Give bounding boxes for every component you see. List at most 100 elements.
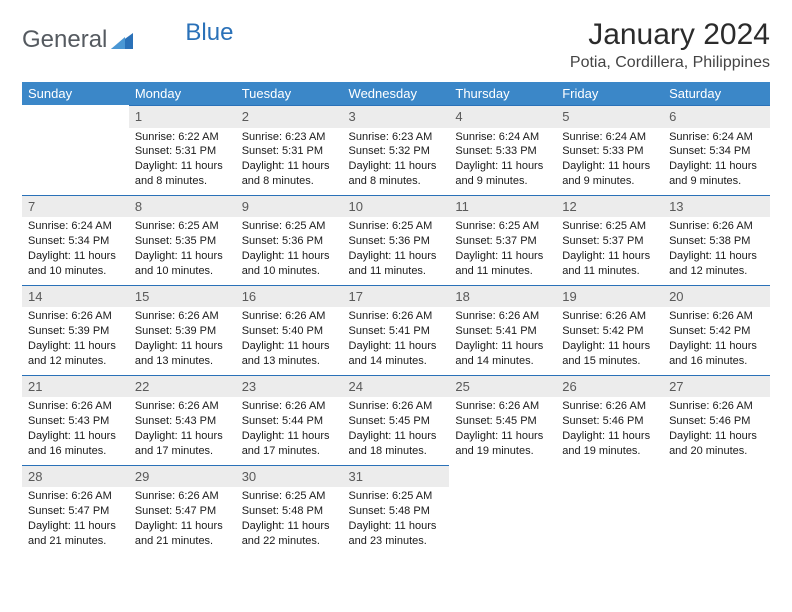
day-line: and 10 minutes. xyxy=(135,264,230,279)
day-line: Sunset: 5:41 PM xyxy=(349,324,444,339)
day-number: 22 xyxy=(129,375,236,398)
calendar-cell: 10Sunrise: 6:25 AMSunset: 5:36 PMDayligh… xyxy=(343,195,450,285)
day-line: and 13 minutes. xyxy=(242,354,337,369)
day-content: Sunrise: 6:26 AMSunset: 5:44 PMDaylight:… xyxy=(236,397,343,464)
day-content: Sunrise: 6:26 AMSunset: 5:39 PMDaylight:… xyxy=(129,307,236,374)
day-content: Sunrise: 6:26 AMSunset: 5:47 PMDaylight:… xyxy=(129,487,236,554)
day-line: Daylight: 11 hours xyxy=(349,249,444,264)
month-title: January 2024 xyxy=(570,18,770,52)
day-line: Sunrise: 6:25 AM xyxy=(242,219,337,234)
day-line: Sunrise: 6:26 AM xyxy=(562,309,657,324)
calendar-cell xyxy=(22,105,129,195)
calendar-cell: 11Sunrise: 6:25 AMSunset: 5:37 PMDayligh… xyxy=(449,195,556,285)
day-line: Sunset: 5:36 PM xyxy=(242,234,337,249)
day-number: 26 xyxy=(556,375,663,398)
day-line: Daylight: 11 hours xyxy=(242,159,337,174)
day-line: Daylight: 11 hours xyxy=(349,429,444,444)
day-line: Sunset: 5:33 PM xyxy=(455,144,550,159)
calendar-cell: 9Sunrise: 6:25 AMSunset: 5:36 PMDaylight… xyxy=(236,195,343,285)
day-line: Sunset: 5:42 PM xyxy=(669,324,764,339)
day-line: Daylight: 11 hours xyxy=(669,429,764,444)
day-line: Sunrise: 6:26 AM xyxy=(135,309,230,324)
day-line: Sunset: 5:31 PM xyxy=(242,144,337,159)
calendar-table: SundayMondayTuesdayWednesdayThursdayFrid… xyxy=(22,82,770,555)
day-line: and 16 minutes. xyxy=(669,354,764,369)
calendar-week: 1Sunrise: 6:22 AMSunset: 5:31 PMDaylight… xyxy=(22,105,770,195)
day-line: and 12 minutes. xyxy=(669,264,764,279)
day-line: Sunrise: 6:26 AM xyxy=(28,489,123,504)
title-block: January 2024 Potia, Cordillera, Philippi… xyxy=(570,18,770,72)
day-line: Sunset: 5:32 PM xyxy=(349,144,444,159)
day-line: Daylight: 11 hours xyxy=(562,339,657,354)
calendar-cell: 18Sunrise: 6:26 AMSunset: 5:41 PMDayligh… xyxy=(449,285,556,375)
day-content: Sunrise: 6:26 AMSunset: 5:42 PMDaylight:… xyxy=(556,307,663,374)
day-number: 17 xyxy=(343,285,450,308)
day-line: Sunset: 5:40 PM xyxy=(242,324,337,339)
day-line: Sunset: 5:44 PM xyxy=(242,414,337,429)
day-number: 31 xyxy=(343,465,450,488)
day-line: Sunrise: 6:24 AM xyxy=(28,219,123,234)
day-line: Sunset: 5:46 PM xyxy=(669,414,764,429)
calendar-cell: 5Sunrise: 6:24 AMSunset: 5:33 PMDaylight… xyxy=(556,105,663,195)
day-number: 8 xyxy=(129,195,236,218)
day-content: Sunrise: 6:25 AMSunset: 5:35 PMDaylight:… xyxy=(129,217,236,284)
day-content: Sunrise: 6:26 AMSunset: 5:45 PMDaylight:… xyxy=(449,397,556,464)
day-number: 30 xyxy=(236,465,343,488)
day-number: 2 xyxy=(236,105,343,128)
day-line: Daylight: 11 hours xyxy=(135,519,230,534)
day-line: and 23 minutes. xyxy=(349,534,444,549)
day-line: and 8 minutes. xyxy=(135,174,230,189)
day-number: 14 xyxy=(22,285,129,308)
calendar-cell: 12Sunrise: 6:25 AMSunset: 5:37 PMDayligh… xyxy=(556,195,663,285)
day-line: Sunset: 5:35 PM xyxy=(135,234,230,249)
calendar-cell: 16Sunrise: 6:26 AMSunset: 5:40 PMDayligh… xyxy=(236,285,343,375)
day-number: 15 xyxy=(129,285,236,308)
day-line: Sunrise: 6:25 AM xyxy=(349,489,444,504)
day-line: and 14 minutes. xyxy=(349,354,444,369)
day-number: 5 xyxy=(556,105,663,128)
day-line: and 9 minutes. xyxy=(455,174,550,189)
day-line: Sunrise: 6:26 AM xyxy=(562,399,657,414)
day-line: and 8 minutes. xyxy=(349,174,444,189)
day-line: Daylight: 11 hours xyxy=(562,249,657,264)
day-line: Daylight: 11 hours xyxy=(562,159,657,174)
day-content: Sunrise: 6:26 AMSunset: 5:38 PMDaylight:… xyxy=(663,217,770,284)
day-content: Sunrise: 6:25 AMSunset: 5:37 PMDaylight:… xyxy=(449,217,556,284)
day-number: 1 xyxy=(129,105,236,128)
day-line: Sunset: 5:41 PM xyxy=(455,324,550,339)
calendar-cell: 23Sunrise: 6:26 AMSunset: 5:44 PMDayligh… xyxy=(236,375,343,465)
day-line: Sunrise: 6:25 AM xyxy=(349,219,444,234)
calendar-cell: 4Sunrise: 6:24 AMSunset: 5:33 PMDaylight… xyxy=(449,105,556,195)
day-line: Sunset: 5:38 PM xyxy=(669,234,764,249)
day-number: 21 xyxy=(22,375,129,398)
calendar-cell: 17Sunrise: 6:26 AMSunset: 5:41 PMDayligh… xyxy=(343,285,450,375)
day-content: Sunrise: 6:25 AMSunset: 5:36 PMDaylight:… xyxy=(236,217,343,284)
day-line: Daylight: 11 hours xyxy=(669,249,764,264)
day-content: Sunrise: 6:25 AMSunset: 5:48 PMDaylight:… xyxy=(236,487,343,554)
day-line: Sunset: 5:42 PM xyxy=(562,324,657,339)
day-line: Sunrise: 6:26 AM xyxy=(669,219,764,234)
calendar-cell: 28Sunrise: 6:26 AMSunset: 5:47 PMDayligh… xyxy=(22,465,129,555)
day-number: 10 xyxy=(343,195,450,218)
day-line: and 20 minutes. xyxy=(669,444,764,459)
day-line: Sunset: 5:48 PM xyxy=(242,504,337,519)
calendar-cell: 22Sunrise: 6:26 AMSunset: 5:43 PMDayligh… xyxy=(129,375,236,465)
day-line: Daylight: 11 hours xyxy=(135,159,230,174)
day-number: 28 xyxy=(22,465,129,488)
day-line: Sunrise: 6:24 AM xyxy=(669,130,764,145)
day-line: Sunset: 5:33 PM xyxy=(562,144,657,159)
day-content: Sunrise: 6:26 AMSunset: 5:40 PMDaylight:… xyxy=(236,307,343,374)
day-line: Sunset: 5:39 PM xyxy=(28,324,123,339)
day-line: and 19 minutes. xyxy=(562,444,657,459)
day-line: Sunrise: 6:23 AM xyxy=(349,130,444,145)
calendar-cell: 15Sunrise: 6:26 AMSunset: 5:39 PMDayligh… xyxy=(129,285,236,375)
day-line: Sunrise: 6:25 AM xyxy=(242,489,337,504)
location: Potia, Cordillera, Philippines xyxy=(570,54,770,72)
day-content: Sunrise: 6:25 AMSunset: 5:48 PMDaylight:… xyxy=(343,487,450,554)
calendar-cell: 6Sunrise: 6:24 AMSunset: 5:34 PMDaylight… xyxy=(663,105,770,195)
day-line: Daylight: 11 hours xyxy=(242,429,337,444)
day-content: Sunrise: 6:25 AMSunset: 5:36 PMDaylight:… xyxy=(343,217,450,284)
day-line: Sunset: 5:48 PM xyxy=(349,504,444,519)
logo-text-blue: Blue xyxy=(185,19,233,47)
day-line: Sunrise: 6:26 AM xyxy=(242,399,337,414)
